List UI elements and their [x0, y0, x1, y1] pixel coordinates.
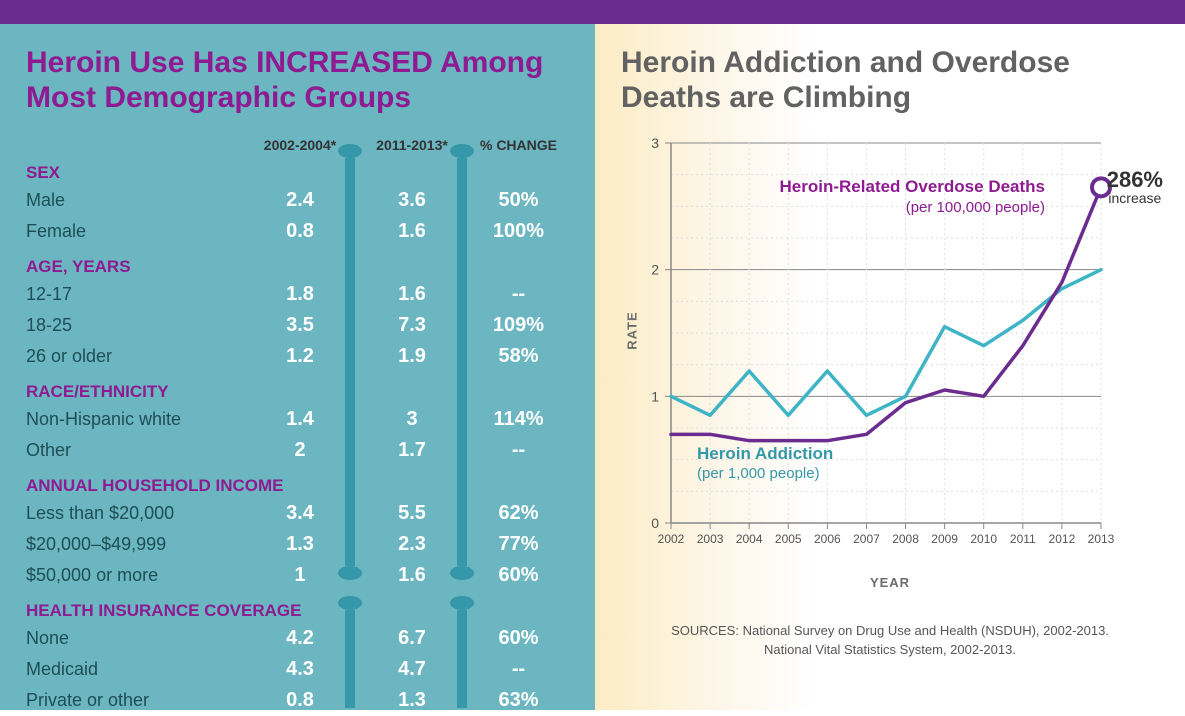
row-pct-change: 77%	[468, 529, 569, 560]
y-axis-label: RATE	[625, 311, 640, 349]
left-title-part1: Heroin Use Has	[26, 46, 256, 79]
addiction-label-text: Heroin Addiction	[697, 444, 833, 463]
row-pct-change: 60%	[468, 560, 569, 591]
svg-text:2002: 2002	[658, 532, 685, 546]
sources-line2: National Vital Statistics System, 2002-2…	[764, 642, 1016, 657]
row-label: Female	[26, 218, 244, 246]
callout-small: increase	[1107, 191, 1163, 205]
row-label: Non-Hispanic white	[26, 406, 244, 434]
group-header: HEALTH INSURANCE COVERAGE	[26, 601, 569, 621]
svg-text:2: 2	[651, 262, 659, 278]
svg-text:3: 3	[651, 135, 659, 151]
row-pct-change: --	[468, 654, 569, 685]
svg-text:1: 1	[651, 388, 659, 404]
row-label: $20,000–$49,999	[26, 531, 244, 559]
row-pct-change: 109%	[468, 310, 569, 341]
table-row: 12-171.81.6--	[26, 279, 569, 310]
table-row: Medicaid4.34.7--	[26, 654, 569, 685]
row-label: 26 or older	[26, 343, 244, 371]
table-row: None4.26.760%	[26, 623, 569, 654]
group-header: AGE, YEARS	[26, 257, 569, 277]
addiction-label-sub: (per 1,000 people)	[697, 465, 820, 482]
table-row: Less than $20,0003.45.562%	[26, 498, 569, 529]
callout-big: 286%	[1107, 167, 1163, 192]
row-pct-change: --	[468, 435, 569, 466]
col-header-change: % CHANGE	[468, 137, 569, 153]
svg-text:2004: 2004	[736, 532, 763, 546]
row-pct-change: 100%	[468, 216, 569, 247]
row-label: Private or other	[26, 687, 244, 715]
right-title-line1: Heroin Addiction and Overdose	[621, 46, 1070, 79]
line-chart: RATE 0 1 2 3 2002 2003 2004 2005 2006 2007 2008 200…	[621, 133, 1151, 573]
demographics-table: 2002-2004* 2011-2013* % CHANGE SEXMale2.…	[26, 137, 569, 716]
sources-text: SOURCES: National Survey on Drug Use and…	[621, 622, 1159, 660]
table-row: $20,000–$49,9991.32.377%	[26, 529, 569, 560]
svg-text:2010: 2010	[970, 532, 997, 546]
left-panel: Heroin Use Has INCREASED Among Most Demo…	[0, 24, 595, 710]
right-title-line2: Deaths are Climbing	[621, 81, 911, 114]
row-label: 12-17	[26, 281, 244, 309]
row-pct-change: 60%	[468, 623, 569, 654]
row-pct-change: 63%	[468, 685, 569, 716]
svg-text:2007: 2007	[853, 532, 880, 546]
table-row: 26 or older1.21.958%	[26, 341, 569, 372]
row-label: None	[26, 625, 244, 653]
x-axis-label: YEAR	[621, 575, 1159, 590]
table-row: Private or other0.81.363%	[26, 685, 569, 716]
row-label: 18-25	[26, 312, 244, 340]
right-title: Heroin Addiction and Overdose Deaths are…	[621, 46, 1159, 115]
svg-text:2011: 2011	[1010, 532, 1036, 546]
table-row: Non-Hispanic white1.43114%	[26, 404, 569, 435]
thermometer-divider-icon	[450, 144, 474, 698]
thermometer-divider-icon	[338, 144, 362, 698]
svg-text:2005: 2005	[775, 532, 802, 546]
group-header: RACE/ETHNICITY	[26, 382, 569, 402]
row-pct-change: 58%	[468, 341, 569, 372]
group-header: ANNUAL HOUSEHOLD INCOME	[26, 476, 569, 496]
main-two-column: Heroin Use Has INCREASED Among Most Demo…	[0, 24, 1185, 710]
table-row: $50,000 or more11.660%	[26, 560, 569, 591]
svg-text:2006: 2006	[814, 532, 841, 546]
row-label: Other	[26, 437, 244, 465]
row-label: Male	[26, 187, 244, 215]
row-pct-change: 62%	[468, 498, 569, 529]
row-pct-change: --	[468, 279, 569, 310]
top-accent-bar	[0, 0, 1185, 24]
group-header: SEX	[26, 163, 569, 183]
row-pct-change: 114%	[468, 404, 569, 435]
row-label: $50,000 or more	[26, 562, 244, 590]
table-row: Female0.81.6100%	[26, 216, 569, 247]
left-title-part1b: Among	[433, 46, 544, 79]
overdose-label-text: Heroin-Related Overdose Deaths	[780, 177, 1045, 196]
series-label-overdose: Heroin-Related Overdose Deaths (per 100,…	[780, 177, 1045, 216]
table-row: Male2.43.650%	[26, 185, 569, 216]
sources-line1: SOURCES: National Survey on Drug Use and…	[671, 623, 1109, 638]
overdose-label-sub: (per 100,000 people)	[906, 199, 1045, 216]
row-pct-change: 50%	[468, 185, 569, 216]
left-title-emph: INCREASED	[256, 46, 433, 79]
left-title-line2: Most Demographic Groups	[26, 81, 411, 114]
svg-text:2013: 2013	[1088, 532, 1115, 546]
svg-text:2009: 2009	[931, 532, 958, 546]
table-row: 18-253.57.3109%	[26, 310, 569, 341]
svg-text:2003: 2003	[697, 532, 724, 546]
svg-text:0: 0	[651, 515, 659, 531]
table-column-headers: 2002-2004* 2011-2013* % CHANGE	[26, 137, 569, 153]
percent-increase-callout: 286% increase	[1107, 169, 1163, 205]
row-label: Medicaid	[26, 656, 244, 684]
svg-text:2008: 2008	[892, 532, 919, 546]
row-label: Less than $20,000	[26, 500, 244, 528]
svg-text:2012: 2012	[1049, 532, 1076, 546]
table-row: Other21.7--	[26, 435, 569, 466]
left-title: Heroin Use Has INCREASED Among Most Demo…	[26, 46, 569, 115]
right-panel: Heroin Addiction and Overdose Deaths are…	[595, 24, 1185, 710]
series-label-addiction: Heroin Addiction (per 1,000 people)	[697, 444, 833, 483]
